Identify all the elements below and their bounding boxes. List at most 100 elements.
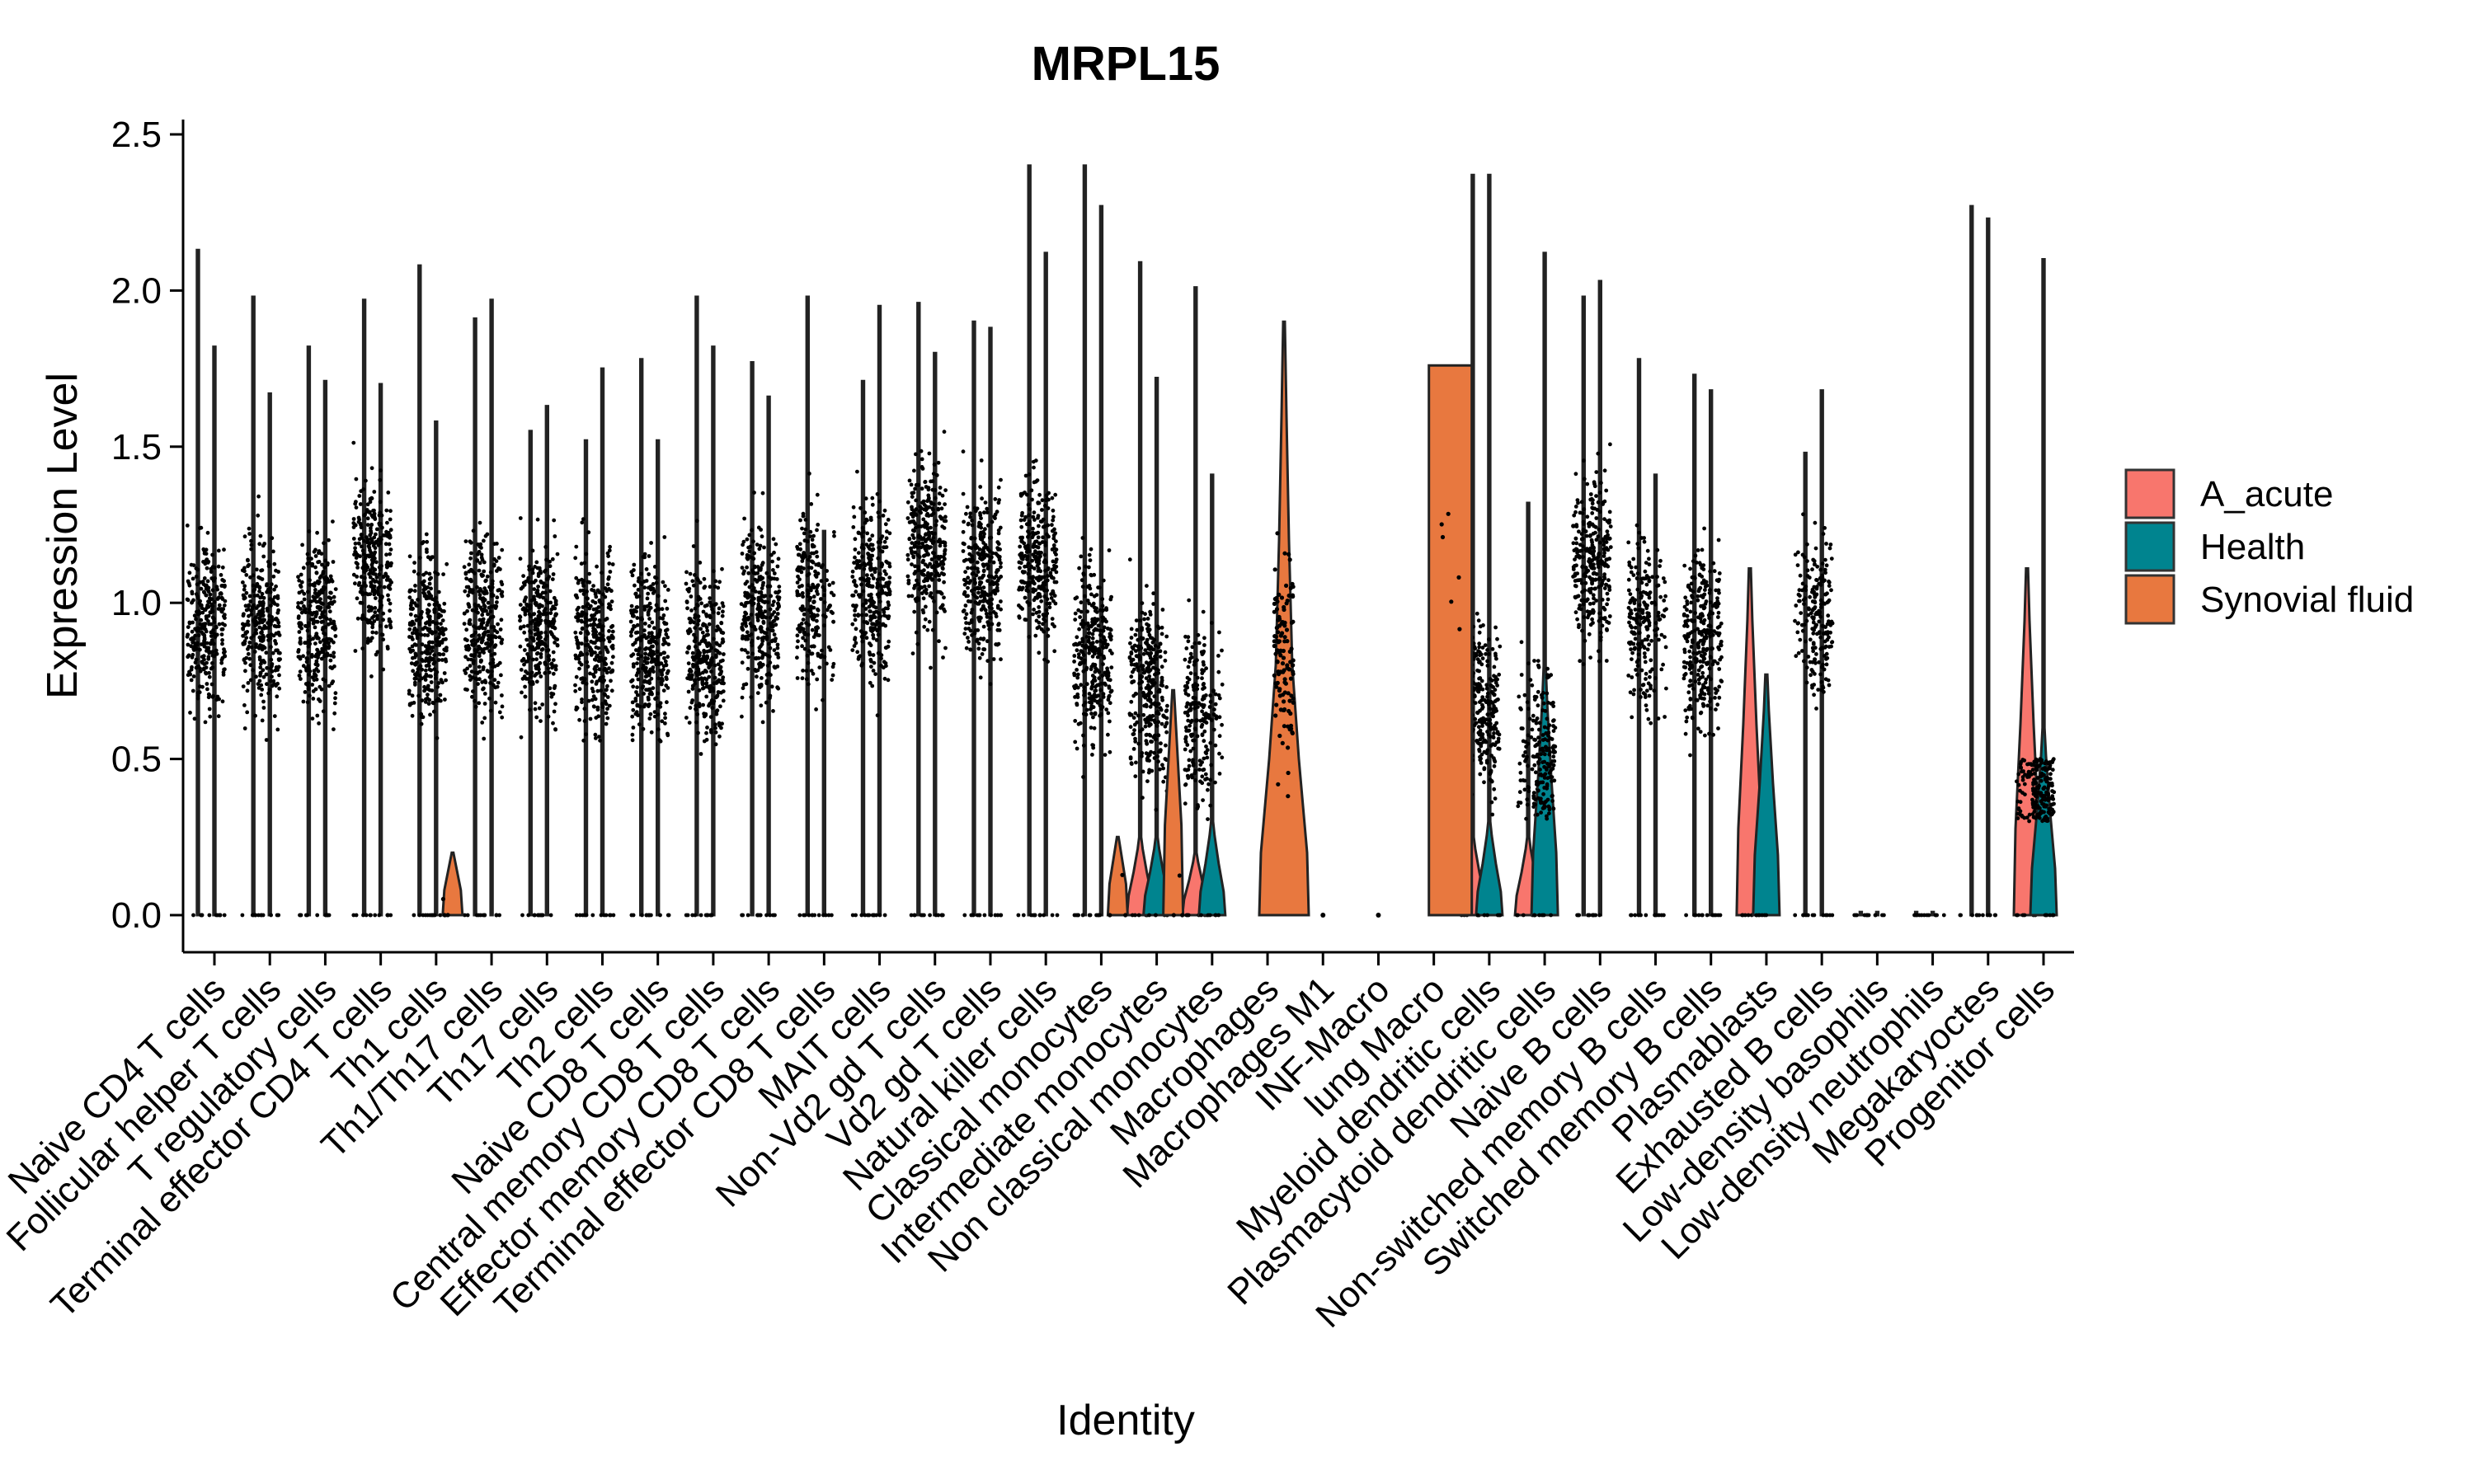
- data-point: [1131, 657, 1136, 662]
- data-point: [369, 513, 374, 518]
- data-point: [1142, 670, 1147, 674]
- data-point: [684, 581, 689, 586]
- data-point: [426, 641, 431, 645]
- violin-a-acute: [1027, 164, 1032, 917]
- data-point: [1183, 782, 1188, 787]
- data-point: [976, 524, 981, 528]
- data-point: [1536, 689, 1540, 694]
- data-point: [1145, 637, 1150, 642]
- data-point: [299, 572, 303, 577]
- data-point: [920, 457, 924, 462]
- data-point: [255, 581, 260, 586]
- data-point: [851, 525, 856, 529]
- data-point: [1530, 683, 1535, 688]
- data-point: [351, 521, 356, 525]
- data-point: [1630, 675, 1634, 679]
- data-point: [1646, 611, 1651, 616]
- data-point: [684, 600, 689, 604]
- data-point: [539, 571, 543, 575]
- data-point: [576, 646, 581, 650]
- data-point: [274, 568, 278, 573]
- data-point: [1075, 685, 1080, 690]
- data-point: [915, 641, 920, 646]
- data-point: [578, 631, 583, 636]
- data-point: [1075, 672, 1080, 677]
- data-point: [531, 618, 535, 623]
- data-point: [1798, 573, 1803, 578]
- data-point: [206, 646, 211, 650]
- data-point: [444, 659, 449, 664]
- data-point: [438, 693, 443, 697]
- data-point: [1079, 609, 1084, 614]
- data-point: [633, 631, 638, 635]
- data-point: [2016, 782, 2021, 787]
- data-point: [271, 549, 275, 554]
- data-point: [522, 630, 527, 635]
- data-point: [441, 572, 445, 576]
- data-point: [1019, 513, 1024, 518]
- data-point: [249, 612, 254, 617]
- data-point: [194, 657, 199, 662]
- data-point: [1633, 636, 1638, 641]
- data-point: [1032, 608, 1036, 612]
- data-point: [486, 600, 491, 605]
- data-point: [463, 644, 468, 649]
- data-point: [752, 491, 756, 495]
- data-point: [353, 549, 358, 554]
- data-point: [740, 660, 745, 665]
- data-point: [1639, 536, 1644, 540]
- data-point: [966, 585, 970, 590]
- data-point: [1186, 718, 1191, 723]
- data-point: [1637, 530, 1641, 535]
- data-point: [1087, 565, 1091, 570]
- data-point: [547, 658, 551, 663]
- data-point: [429, 586, 433, 591]
- data-point: [630, 700, 635, 705]
- data-point: [1202, 739, 1206, 744]
- data-point: [417, 673, 422, 678]
- data-point: [859, 913, 864, 918]
- data-point: [1147, 732, 1152, 737]
- data-point: [795, 645, 800, 650]
- data-point: [1573, 579, 1578, 583]
- data-point: [740, 695, 745, 700]
- data-point: [795, 580, 800, 585]
- data-point: [479, 546, 483, 550]
- data-point: [1643, 569, 1648, 574]
- data-point: [380, 594, 384, 599]
- data-point: [636, 677, 641, 682]
- data-point: [1691, 650, 1696, 655]
- data-point: [1647, 562, 1652, 567]
- data-point: [432, 598, 437, 603]
- data-point: [1800, 649, 1804, 653]
- data-point: [208, 592, 213, 597]
- data-point: [650, 631, 654, 636]
- data-point: [1201, 660, 1206, 665]
- data-point: [687, 646, 691, 650]
- data-point: [1531, 754, 1536, 758]
- data-point: [426, 702, 431, 706]
- data-point: [190, 589, 195, 594]
- data-point: [479, 658, 483, 663]
- data-point: [207, 622, 211, 627]
- data-point: [742, 614, 747, 619]
- data-point: [500, 582, 505, 587]
- data-point: [443, 697, 447, 702]
- data-point: [471, 638, 476, 642]
- data-point: [1689, 671, 1694, 675]
- data-point: [1089, 547, 1094, 552]
- data-point: [961, 449, 966, 454]
- data-point: [473, 698, 477, 703]
- data-point: [379, 537, 383, 542]
- data-point: [1630, 715, 1634, 720]
- data-point: [1690, 715, 1695, 720]
- data-point: [853, 613, 857, 618]
- data-point: [921, 499, 926, 504]
- data-point: [630, 732, 635, 737]
- data-point: [534, 679, 539, 684]
- data-point: [1148, 678, 1153, 682]
- data-point: [374, 532, 378, 537]
- data-point: [368, 575, 373, 580]
- data-point: [551, 692, 556, 697]
- data-point: [1183, 726, 1188, 730]
